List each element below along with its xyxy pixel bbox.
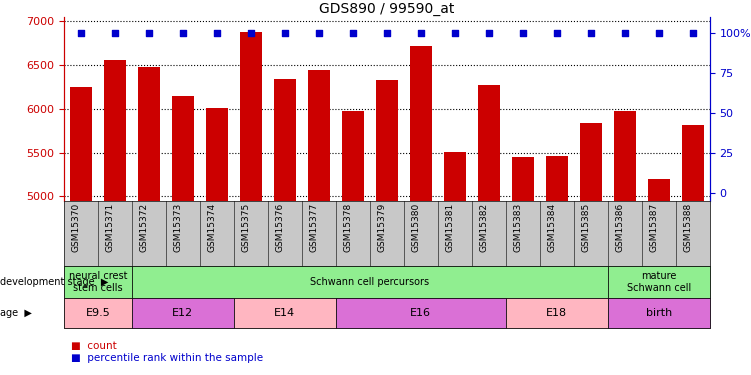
Point [449,30,461,36]
Point [312,30,324,36]
Point [550,30,562,36]
Bar [647,179,670,375]
Text: GSM15386: GSM15386 [616,202,625,252]
Text: age  ▶: age ▶ [0,308,32,318]
Text: GSM15384: GSM15384 [547,202,556,252]
Point [415,30,427,36]
Text: GSM15373: GSM15373 [173,202,182,252]
Bar [104,60,126,375]
Text: birth: birth [646,308,672,318]
Point [381,30,393,36]
Bar [70,87,92,375]
Bar [614,111,636,375]
Point [75,30,87,36]
Bar [410,46,432,375]
Bar [511,157,534,375]
Text: mature
Schwann cell: mature Schwann cell [626,272,691,293]
Bar [580,123,602,375]
Bar [546,156,568,375]
Text: GSM15380: GSM15380 [412,202,421,252]
Point [585,30,597,36]
Point [653,30,665,36]
Point [686,30,698,36]
Text: GSM15385: GSM15385 [582,202,591,252]
Bar [240,32,262,375]
Text: GSM15374: GSM15374 [208,202,217,252]
Text: ■  percentile rank within the sample: ■ percentile rank within the sample [71,353,264,363]
Bar [444,152,466,375]
Point [109,30,121,36]
Text: E12: E12 [172,308,193,318]
Bar [172,96,194,375]
Text: GSM15388: GSM15388 [683,202,692,252]
Text: GSM15377: GSM15377 [309,202,318,252]
Point [176,30,189,36]
Point [245,30,257,36]
Text: GSM15378: GSM15378 [344,202,353,252]
Bar [342,111,363,375]
Text: GSM15387: GSM15387 [650,202,659,252]
Bar [682,125,704,375]
Text: E9.5: E9.5 [86,308,110,318]
Text: development stage  ▶: development stage ▶ [0,277,108,287]
Point [211,30,223,36]
Text: GSM15371: GSM15371 [106,202,115,252]
Bar [137,67,160,375]
Title: GDS890 / 99590_at: GDS890 / 99590_at [319,2,454,16]
Text: GSM15382: GSM15382 [480,202,489,252]
Text: neural crest
stem cells: neural crest stem cells [68,272,127,293]
Text: GSM15379: GSM15379 [378,202,387,252]
Bar [376,80,398,375]
Bar [206,108,228,375]
Text: Schwann cell percursors: Schwann cell percursors [310,277,430,287]
Bar [273,80,296,375]
Point [483,30,495,36]
Point [347,30,359,36]
Text: GSM15381: GSM15381 [446,202,455,252]
Bar [308,70,330,375]
Text: E16: E16 [410,308,431,318]
Text: GSM15372: GSM15372 [140,202,149,252]
Text: GSM15370: GSM15370 [72,202,81,252]
Text: ■  count: ■ count [71,341,117,351]
Point [143,30,155,36]
Point [619,30,631,36]
Text: GSM15376: GSM15376 [276,202,285,252]
Bar [478,85,500,375]
Text: E18: E18 [546,308,567,318]
Point [279,30,291,36]
Text: E14: E14 [274,308,295,318]
Text: GSM15375: GSM15375 [242,202,251,252]
Text: GSM15383: GSM15383 [514,202,523,252]
Point [517,30,529,36]
